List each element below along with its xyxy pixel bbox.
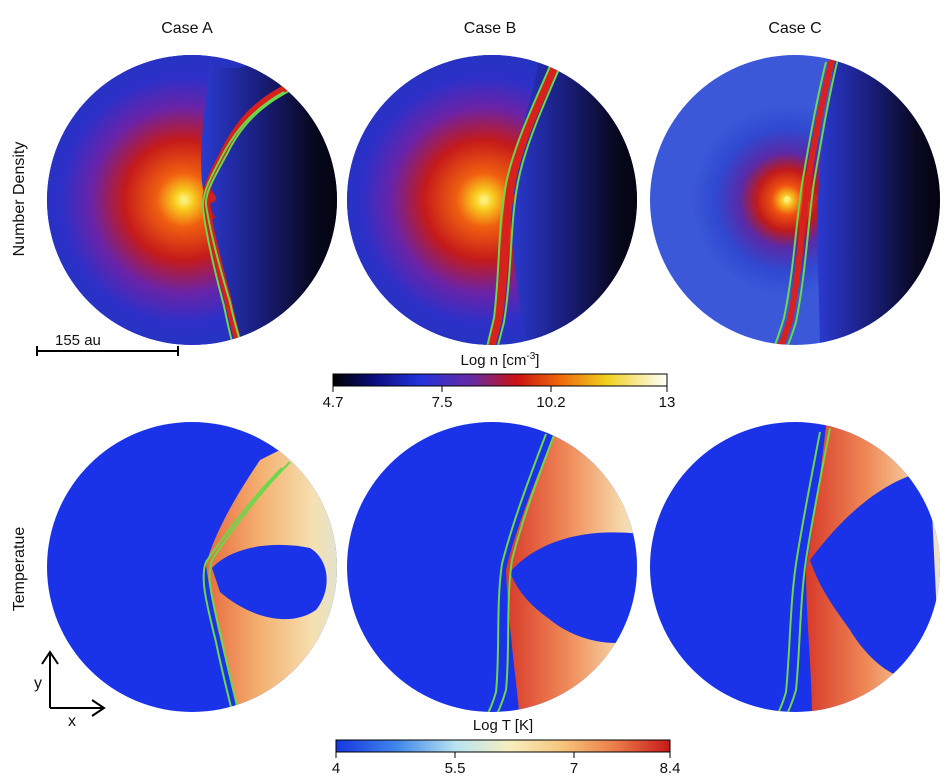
- row-label-number-density: Number Density: [11, 141, 28, 257]
- density-tick-label: 10.2: [536, 394, 566, 411]
- density-tick-label: 13: [658, 394, 676, 411]
- temperature-tick-label: 8.4: [659, 760, 681, 777]
- density-tick-label: 4.7: [322, 394, 344, 411]
- density-tick-label: 7.5: [431, 394, 453, 411]
- density-panel-case-a: [47, 55, 337, 345]
- y-axis-label: y: [34, 675, 42, 692]
- scale-bar: [36, 346, 179, 356]
- density-panel-case-b: [347, 55, 637, 345]
- column-title-case-b: Case B: [463, 20, 517, 37]
- scale-bar-label: 155 au: [55, 332, 101, 349]
- temperature-tick-label: 7: [569, 760, 579, 777]
- temperature-tick-label: 5.5: [444, 760, 466, 777]
- x-axis-label: x: [68, 713, 76, 730]
- density-panel-case-c: [650, 55, 940, 345]
- axes-indicator: [41, 650, 106, 717]
- column-title-case-c: Case C: [768, 20, 822, 37]
- temperature-colorbar-title: Log T [K]: [472, 717, 534, 734]
- temperature-panel-case-c: [650, 422, 940, 712]
- column-title-case-a: Case A: [161, 20, 213, 37]
- row-label-temperature: Temperatue: [11, 526, 28, 612]
- temperature-colorbar: [335, 739, 671, 758]
- temperature-panel-case-b: [347, 422, 637, 712]
- density-colorbar-title: Log n [cm-3]: [460, 351, 540, 369]
- temperature-panel-case-a: [47, 422, 337, 712]
- temperature-tick-label: 4: [331, 760, 341, 777]
- density-colorbar: [332, 373, 668, 392]
